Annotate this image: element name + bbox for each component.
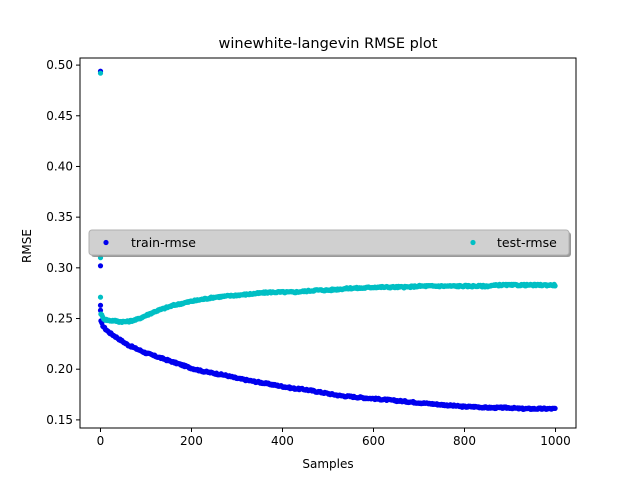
axes-frame bbox=[79, 57, 577, 429]
legend-marker-train-rmse bbox=[103, 239, 109, 246]
legend-label-train-rmse: train-rmse bbox=[131, 235, 196, 250]
x-tick-label: 1000 bbox=[540, 434, 571, 448]
train-rmse-outlier-point bbox=[97, 302, 104, 308]
y-tick-label: 0.30 bbox=[46, 261, 73, 275]
y-tick-label: 0.25 bbox=[46, 312, 73, 326]
x-tick-label: 200 bbox=[180, 434, 203, 448]
test-rmse-outlier-point bbox=[97, 294, 104, 300]
series-test-rmse bbox=[97, 70, 558, 325]
y-tick-label: 0.15 bbox=[46, 413, 73, 427]
legend-box bbox=[88, 229, 570, 256]
x-tick-label: 400 bbox=[271, 434, 294, 448]
x-tick-label: 600 bbox=[362, 434, 385, 448]
y-tick-label: 0.45 bbox=[46, 109, 73, 123]
series-train-rmse bbox=[97, 68, 558, 412]
plot-area bbox=[79, 57, 577, 429]
x-tick-label: 800 bbox=[453, 434, 476, 448]
ticks: 0 200 400 600 800 1000 0.15 0.20 0.25 0.30 0.35 0.4… bbox=[46, 58, 571, 448]
y-tick-label: 0.20 bbox=[46, 362, 73, 376]
x-tick-label: 0 bbox=[97, 434, 105, 448]
y-axis-label: RMSE bbox=[20, 229, 34, 263]
test-rmse-point bbox=[552, 283, 558, 289]
test-rmse-outlier-point bbox=[97, 70, 104, 76]
x-axis-label: Samples bbox=[302, 457, 353, 471]
legend: train-rmse test-rmse bbox=[88, 229, 571, 257]
y-tick-label: 0.35 bbox=[46, 210, 73, 224]
legend-marker-test-rmse bbox=[470, 239, 476, 246]
chart-title: winewhite-langevin RMSE plot bbox=[219, 36, 438, 52]
train-rmse-outlier-point bbox=[97, 263, 104, 269]
y-tick-label: 0.40 bbox=[46, 159, 73, 173]
legend-label-test-rmse: test-rmse bbox=[497, 235, 557, 250]
train-rmse-point bbox=[552, 405, 558, 411]
y-tick-label: 0.50 bbox=[46, 58, 73, 72]
